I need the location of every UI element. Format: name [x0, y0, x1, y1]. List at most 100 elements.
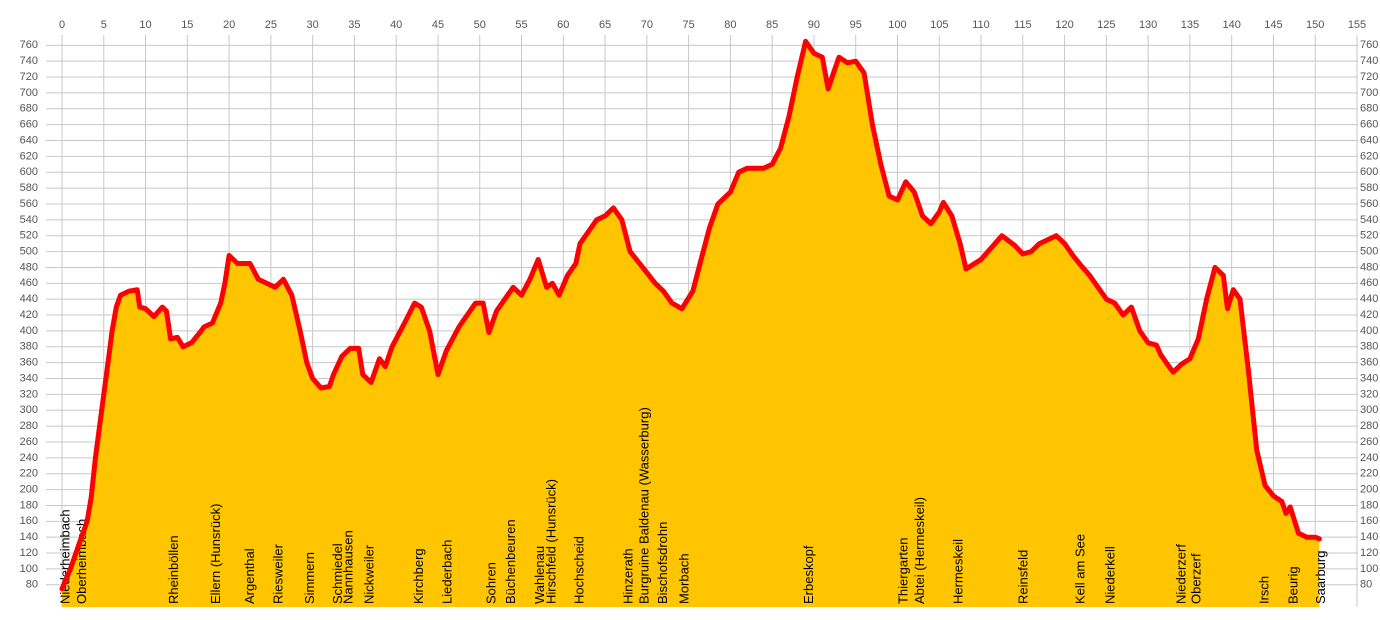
- x-tick-label: 115: [1014, 19, 1032, 31]
- y-tick-label: 100: [20, 563, 38, 575]
- y-tick-label: 740: [20, 55, 38, 67]
- place: Kell am See: [1073, 534, 1088, 604]
- y-tick-label: 320: [20, 388, 38, 400]
- y2-tick-label: 380: [1360, 341, 1378, 353]
- x-tick-label: 0: [59, 19, 65, 31]
- y-tick-label: 460: [20, 277, 38, 289]
- y2-tick-label: 120: [1360, 547, 1378, 559]
- y-tick-label: 260: [20, 436, 38, 448]
- place: Erbeskopf: [801, 545, 816, 604]
- place: Hermeskeil: [951, 539, 966, 604]
- y-tick-label: 580: [20, 182, 38, 194]
- y2-tick-label: 700: [1360, 87, 1378, 99]
- x-tick-label: 50: [474, 19, 486, 31]
- y-tick-label: 760: [20, 39, 38, 51]
- x-tick-label: 45: [432, 19, 444, 31]
- x-tick-label: 145: [1264, 19, 1282, 31]
- y-tick-label: 540: [20, 214, 38, 226]
- x-tick-label: 150: [1306, 19, 1324, 31]
- y-tick-label: 600: [20, 166, 38, 178]
- x-tick-label: 25: [265, 19, 277, 31]
- x-tick-label: 130: [1139, 19, 1157, 31]
- y2-tick-label: 180: [1360, 499, 1378, 511]
- x-tick-label: 20: [223, 19, 235, 31]
- y-tick-label: 660: [20, 119, 38, 131]
- place: Thiergarten: [895, 538, 910, 604]
- y2-tick-label: 320: [1360, 388, 1378, 400]
- x-tick-label: 95: [850, 19, 862, 31]
- y2-tick-label: 640: [1360, 134, 1378, 146]
- x-tick-label: 15: [181, 19, 193, 31]
- place: Oberzerf: [1189, 553, 1204, 604]
- y-tick-label: 140: [20, 531, 38, 543]
- y2-tick-label: 200: [1360, 483, 1378, 495]
- y2-tick-label: 620: [1360, 150, 1378, 162]
- y-tick-label: 340: [20, 372, 38, 384]
- y-tick-label: 240: [20, 452, 38, 464]
- y-tick-label: 420: [20, 309, 38, 321]
- y-tick-label: 280: [20, 420, 38, 432]
- y2-tick-label: 440: [1360, 293, 1378, 305]
- y2-tick-label: 400: [1360, 325, 1378, 337]
- y-tick-label: 80: [26, 579, 38, 591]
- y-tick-label: 400: [20, 325, 38, 337]
- place: Hochscheid: [571, 536, 586, 604]
- x-tick-label: 10: [139, 19, 151, 31]
- x-tick-label: 80: [724, 19, 736, 31]
- y2-tick-label: 340: [1360, 372, 1378, 384]
- y2-tick-label: 540: [1360, 214, 1378, 226]
- x-tick-label: 155: [1348, 19, 1366, 31]
- x-tick-label: 110: [972, 19, 990, 31]
- place: Nannhausen: [341, 530, 356, 604]
- y2-tick-label: 580: [1360, 182, 1378, 194]
- y2-tick-label: 720: [1360, 71, 1378, 83]
- y2-tick-label: 680: [1360, 103, 1378, 115]
- y2-tick-label: 220: [1360, 468, 1378, 480]
- place: Riesweiler: [270, 543, 285, 604]
- place: Bischofsdrohn: [655, 522, 670, 604]
- place: Niederheimbach: [57, 509, 72, 604]
- y-tick-label: 120: [20, 547, 38, 559]
- y2-tick-label: 100: [1360, 563, 1378, 575]
- y2-tick-label: 300: [1360, 404, 1378, 416]
- place: Hirschfeld (Hunsrück): [544, 479, 559, 604]
- place: Sohren: [484, 562, 499, 604]
- x-tick-label: 135: [1181, 19, 1199, 31]
- x-tick-label: 65: [599, 19, 611, 31]
- place: Simmern: [302, 552, 317, 604]
- x-tick-label: 70: [641, 19, 653, 31]
- y2-tick-label: 420: [1360, 309, 1378, 321]
- x-tick-label: 60: [557, 19, 569, 31]
- y2-tick-label: 140: [1360, 531, 1378, 543]
- place: Beurig: [1286, 566, 1301, 604]
- x-tick-label: 30: [307, 19, 319, 31]
- place: Wahlenau: [532, 546, 547, 604]
- y2-tick-label: 740: [1360, 55, 1378, 67]
- y-tick-label: 440: [20, 293, 38, 305]
- y2-tick-label: 460: [1360, 277, 1378, 289]
- elevation-area: [62, 41, 1320, 608]
- y2-tick-label: 160: [1360, 515, 1378, 527]
- y2-tick-label: 480: [1360, 261, 1378, 273]
- place: Kirchberg: [411, 548, 426, 604]
- y-tick-label: 720: [20, 71, 38, 83]
- y-tick-label: 520: [20, 230, 38, 242]
- y-tick-label: 560: [20, 198, 38, 210]
- x-tick-label: 90: [808, 19, 820, 31]
- x-tick-label: 140: [1222, 19, 1240, 31]
- place: Liederbach: [439, 540, 454, 604]
- place: Büchenbeuren: [503, 519, 518, 604]
- place: Abtei (Hermeskeil): [912, 497, 927, 604]
- x-tick-label: 75: [682, 19, 694, 31]
- y2-tick-label: 500: [1360, 245, 1378, 257]
- y-tick-label: 480: [20, 261, 38, 273]
- y2-tick-label: 760: [1360, 39, 1378, 51]
- y-tick-label: 620: [20, 150, 38, 162]
- y-tick-label: 640: [20, 134, 38, 146]
- place: Rheinböllen: [166, 535, 181, 604]
- x-tick-label: 5: [101, 19, 107, 31]
- y-tick-label: 200: [20, 483, 38, 495]
- place: Hinzerath: [621, 548, 636, 604]
- place: Ellern (Hunsrück): [208, 504, 223, 604]
- x-tick-label: 55: [515, 19, 527, 31]
